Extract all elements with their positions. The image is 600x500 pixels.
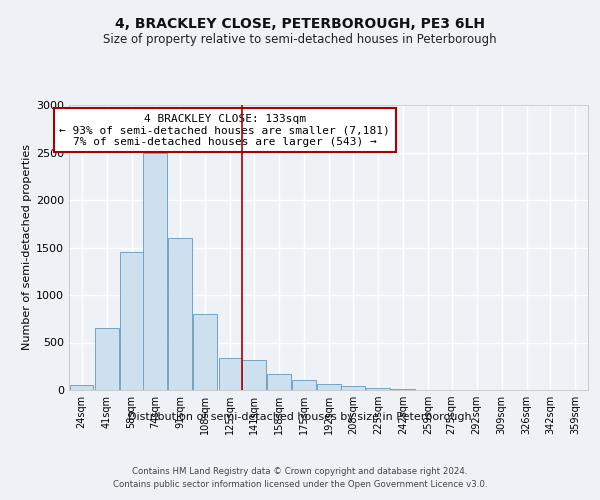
- Bar: [193, 314, 217, 390]
- Bar: [366, 388, 390, 390]
- Bar: [95, 328, 119, 390]
- Bar: [70, 385, 94, 390]
- Bar: [169, 238, 192, 390]
- Bar: [120, 252, 143, 390]
- Bar: [341, 386, 365, 390]
- Bar: [218, 358, 242, 390]
- Text: Contains HM Land Registry data © Crown copyright and database right 2024.: Contains HM Land Registry data © Crown c…: [132, 468, 468, 476]
- Text: Contains public sector information licensed under the Open Government Licence v3: Contains public sector information licen…: [113, 480, 487, 489]
- Y-axis label: Number of semi-detached properties: Number of semi-detached properties: [22, 144, 32, 350]
- Bar: [292, 380, 316, 390]
- Bar: [242, 360, 266, 390]
- Text: 4 BRACKLEY CLOSE: 133sqm
← 93% of semi-detached houses are smaller (7,181)
7% of: 4 BRACKLEY CLOSE: 133sqm ← 93% of semi-d…: [59, 114, 390, 147]
- Bar: [267, 374, 291, 390]
- Bar: [143, 152, 167, 390]
- Text: Distribution of semi-detached houses by size in Peterborough: Distribution of semi-detached houses by …: [128, 412, 472, 422]
- Bar: [391, 389, 415, 390]
- Bar: [317, 384, 341, 390]
- Text: 4, BRACKLEY CLOSE, PETERBOROUGH, PE3 6LH: 4, BRACKLEY CLOSE, PETERBOROUGH, PE3 6LH: [115, 18, 485, 32]
- Text: Size of property relative to semi-detached houses in Peterborough: Size of property relative to semi-detach…: [103, 32, 497, 46]
